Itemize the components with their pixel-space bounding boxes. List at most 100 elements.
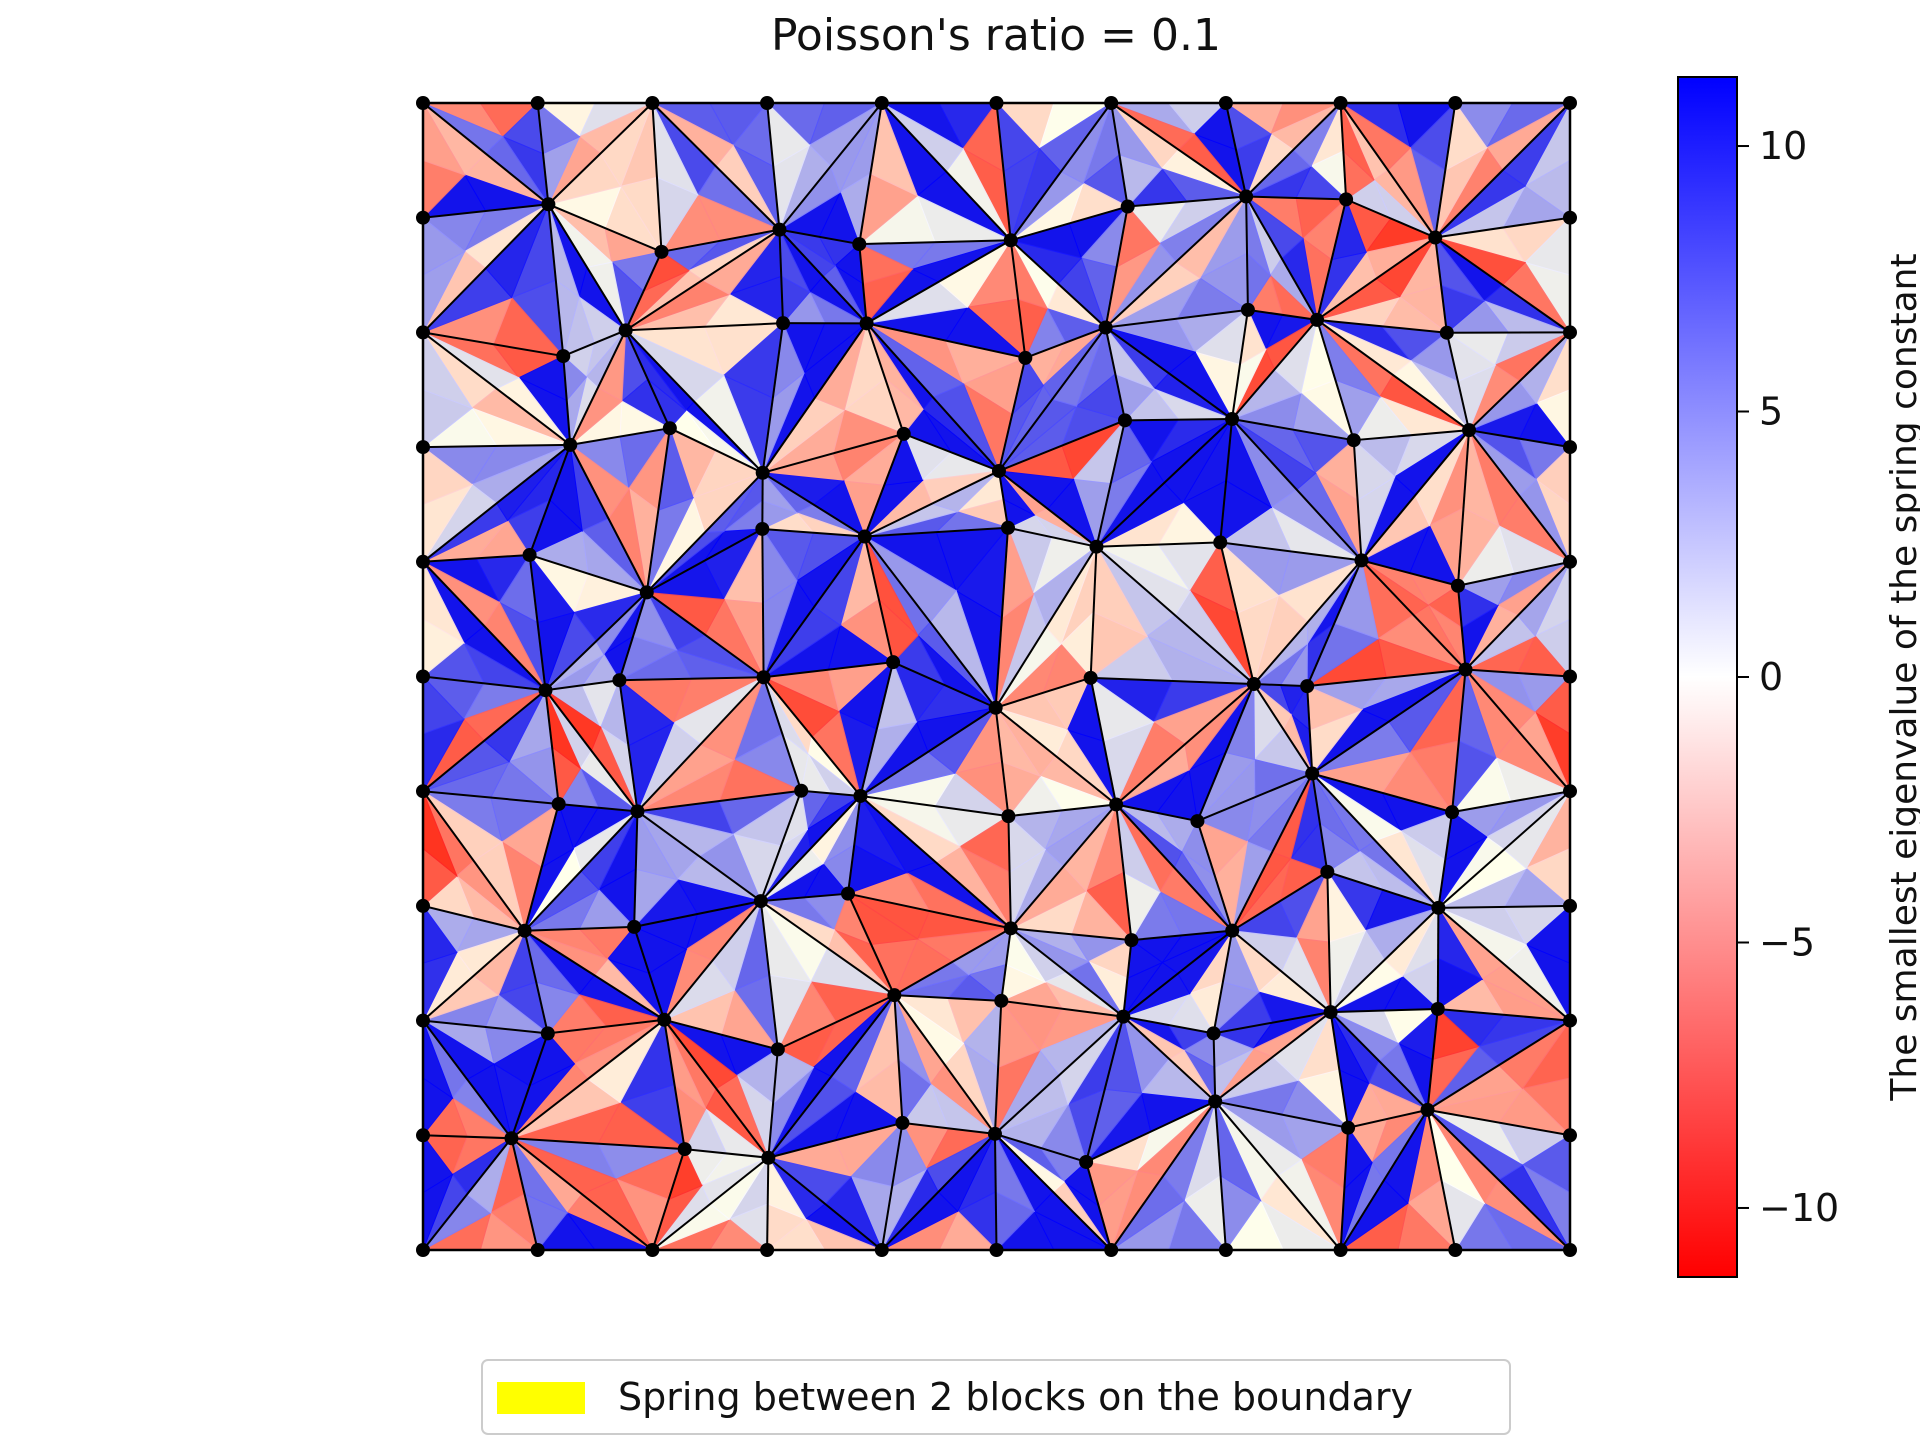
spring-edge — [1010, 803, 1117, 930]
mesh-node — [1208, 1094, 1223, 1109]
mesh-node — [1563, 898, 1577, 913]
spring-edge — [624, 329, 764, 474]
spring-edge — [847, 893, 896, 996]
spring-edge — [893, 927, 1012, 997]
spring-edge — [858, 243, 868, 324]
spring-edge — [558, 802, 638, 813]
spring-edge — [995, 103, 1012, 241]
spring-edge — [760, 900, 895, 996]
spring-edge — [1329, 1011, 1350, 1128]
spring-edge — [651, 1156, 769, 1250]
spring-edge — [1329, 1011, 1429, 1111]
spring-edge — [1231, 773, 1314, 932]
mesh-node — [1439, 325, 1454, 340]
spring-edge — [1464, 561, 1570, 671]
spring-edge — [625, 228, 780, 332]
mesh-node — [1104, 1243, 1119, 1257]
mesh-cell — [423, 1020, 454, 1100]
spring-edge — [1426, 1109, 1570, 1250]
spring-edge — [859, 795, 1012, 930]
spring-edge — [1306, 686, 1314, 774]
spring-edge — [1339, 103, 1437, 239]
mesh-cell — [423, 675, 465, 735]
spring-edge — [423, 1134, 512, 1140]
mesh-node — [1563, 440, 1577, 455]
spring-edge — [766, 1157, 770, 1250]
mesh-node — [1450, 578, 1465, 593]
spring-edge — [1326, 871, 1332, 1013]
spring-edge — [423, 689, 547, 792]
spring-edge — [1456, 585, 1467, 670]
spring-edge — [995, 706, 1117, 806]
spring-edge — [998, 419, 1126, 472]
spring-edge — [994, 1015, 1125, 1135]
spring-edge — [847, 795, 862, 894]
spring-edge — [859, 706, 997, 797]
spring-edge — [1009, 103, 1113, 241]
spring-edge — [1085, 1016, 1125, 1163]
spring-edge — [528, 554, 547, 691]
spring-edge — [1246, 195, 1347, 201]
spring-edge — [1465, 668, 1570, 678]
spring-edge — [423, 553, 530, 563]
spring-edge — [423, 331, 571, 446]
mesh-node — [1218, 96, 1233, 110]
mesh-node — [753, 894, 768, 909]
mesh-node — [1003, 921, 1018, 936]
spring-edge — [423, 1019, 548, 1035]
spring-edge — [651, 1148, 686, 1250]
spring-edge — [759, 900, 779, 1050]
mesh-node — [1190, 814, 1205, 829]
mesh-cell — [423, 217, 466, 276]
spring-edge — [646, 528, 763, 594]
spring-edge — [1253, 683, 1308, 688]
mesh-node — [887, 988, 902, 1003]
spring-edge — [1010, 927, 1132, 942]
spring-edge — [1089, 677, 1118, 805]
spring-edge — [1245, 196, 1249, 310]
mesh-node — [1079, 1154, 1094, 1169]
spring-edge — [1437, 790, 1570, 909]
spring-edge — [1327, 870, 1439, 909]
spring-edge — [993, 1000, 1003, 1134]
spring-edge — [863, 536, 895, 663]
mesh-node — [1300, 679, 1315, 694]
mesh-node — [989, 96, 1004, 110]
spring-edge — [1122, 929, 1233, 1018]
mesh-node — [551, 796, 566, 811]
spring-edge — [1245, 196, 1318, 321]
spring-edge — [529, 553, 648, 594]
spring-edge — [1115, 803, 1198, 823]
mesh-node — [540, 1026, 555, 1041]
mesh-cell — [423, 331, 474, 410]
spring-edge — [777, 994, 895, 1051]
spring-edge — [762, 676, 803, 792]
mesh-node — [1120, 199, 1135, 214]
spring-edge — [1231, 319, 1318, 420]
spring-edge — [1009, 240, 1027, 359]
spring-edge — [1445, 332, 1471, 431]
mesh-node — [416, 210, 430, 225]
spring-edge — [1339, 1109, 1429, 1250]
spring-edge — [636, 810, 762, 902]
mesh-node — [770, 1042, 785, 1057]
mesh-nodes — [416, 96, 1577, 1257]
colorbar-tick-label: 0 — [1759, 655, 1783, 699]
mesh-node — [841, 886, 856, 901]
spring-edge — [618, 592, 648, 681]
mesh-node — [760, 1243, 775, 1257]
spring-edge — [624, 251, 663, 331]
spring-edge — [423, 929, 526, 1022]
spring-edge — [1437, 1007, 1570, 1022]
spring-edge — [423, 444, 571, 563]
mesh-node — [416, 554, 430, 569]
spring-edge — [1122, 940, 1133, 1017]
spring-edge — [1110, 103, 1129, 207]
spring-edge — [1196, 820, 1234, 931]
mesh-node — [1428, 230, 1443, 245]
mesh-node — [416, 898, 430, 913]
mesh-node — [1563, 96, 1577, 110]
spring-edge — [1104, 195, 1247, 329]
spring-edge — [1360, 559, 1467, 671]
spring-edge — [859, 661, 895, 797]
